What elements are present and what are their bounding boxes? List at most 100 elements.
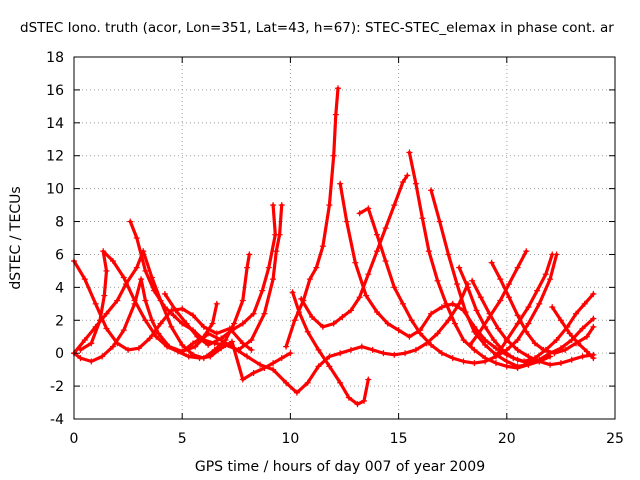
y-tick-label: 10	[46, 182, 64, 198]
data-point	[490, 337, 497, 344]
data-point	[179, 348, 186, 355]
data-point	[547, 276, 554, 283]
series-10	[298, 172, 411, 330]
series-8	[283, 85, 342, 350]
data-point	[261, 310, 268, 317]
data-point	[445, 317, 452, 324]
x-tick-label: 5	[178, 431, 187, 447]
data-point	[369, 346, 376, 353]
data-point	[449, 355, 456, 362]
data-point	[590, 355, 597, 362]
data-point	[244, 264, 251, 271]
data-point	[337, 350, 344, 357]
data-point	[477, 294, 484, 301]
data-point	[581, 300, 588, 307]
y-tick-label: -2	[50, 379, 64, 395]
y-tick-label: 0	[55, 346, 64, 362]
data-point	[358, 343, 365, 350]
data-point	[534, 287, 541, 294]
data-point	[135, 345, 142, 352]
data-point	[384, 320, 391, 327]
data-point	[101, 292, 108, 299]
data-point	[373, 309, 380, 316]
data-point	[575, 340, 582, 347]
data-point	[244, 353, 251, 360]
data-point	[505, 281, 512, 288]
data-point	[283, 343, 290, 350]
data-point	[434, 277, 441, 284]
data-point	[347, 307, 354, 314]
data-point	[250, 369, 257, 376]
data-point	[133, 264, 140, 271]
x-tick-label: 0	[70, 431, 79, 447]
data-point	[326, 353, 333, 360]
data-point	[514, 320, 521, 327]
data-point	[475, 330, 482, 337]
y-tick-label: -4	[50, 412, 64, 428]
data-point	[428, 341, 435, 348]
data-point	[579, 325, 586, 332]
data-point	[155, 330, 162, 337]
data-point	[265, 264, 272, 271]
data-point	[133, 235, 140, 241]
data-point	[488, 259, 495, 266]
data-point	[92, 300, 99, 307]
data-point	[103, 325, 110, 332]
data-point	[142, 297, 149, 304]
data-point	[373, 231, 380, 238]
data-point	[482, 355, 489, 362]
data-point	[172, 307, 179, 314]
data-point	[583, 348, 590, 355]
series-line	[291, 290, 370, 406]
data-point	[231, 320, 238, 327]
data-point	[304, 379, 311, 386]
data-point	[315, 363, 322, 370]
data-point	[326, 363, 333, 370]
data-point	[257, 361, 264, 368]
data-point	[109, 258, 116, 265]
data-point	[365, 271, 372, 278]
data-point	[402, 350, 409, 357]
data-point	[77, 355, 84, 362]
series-line	[457, 266, 595, 363]
data-point	[352, 259, 359, 266]
data-point	[278, 202, 285, 209]
data-point	[103, 310, 110, 317]
data-point	[185, 353, 192, 360]
y-tick-label: 16	[46, 83, 64, 99]
data-point	[209, 320, 216, 327]
data-point	[190, 340, 197, 347]
data-point	[96, 317, 103, 324]
data-point	[218, 337, 225, 344]
data-point	[525, 304, 532, 311]
data-point	[399, 179, 406, 186]
data-point	[228, 338, 235, 345]
y-tick-label: 12	[46, 149, 64, 165]
data-point	[434, 330, 441, 337]
data-point	[419, 215, 426, 222]
data-point	[278, 355, 285, 362]
data-point	[547, 361, 554, 368]
x-tick-label: 15	[390, 431, 408, 447]
series-20	[549, 304, 597, 362]
data-point	[553, 337, 560, 344]
data-point	[192, 343, 199, 350]
data-point	[492, 345, 499, 352]
data-point	[395, 327, 402, 334]
data-point	[131, 297, 138, 304]
data-point	[270, 366, 277, 373]
x-tick-label: 10	[281, 431, 299, 447]
data-point	[408, 317, 415, 324]
data-point	[332, 111, 339, 118]
data-point	[270, 360, 277, 367]
data-point	[557, 360, 564, 367]
data-point	[319, 243, 326, 250]
data-point	[250, 310, 257, 317]
data-point	[161, 304, 168, 311]
data-point	[142, 317, 149, 324]
data-point	[213, 330, 220, 337]
data-point	[573, 310, 580, 317]
data-point	[205, 341, 212, 348]
data-point	[239, 376, 246, 383]
data-point	[120, 327, 127, 334]
